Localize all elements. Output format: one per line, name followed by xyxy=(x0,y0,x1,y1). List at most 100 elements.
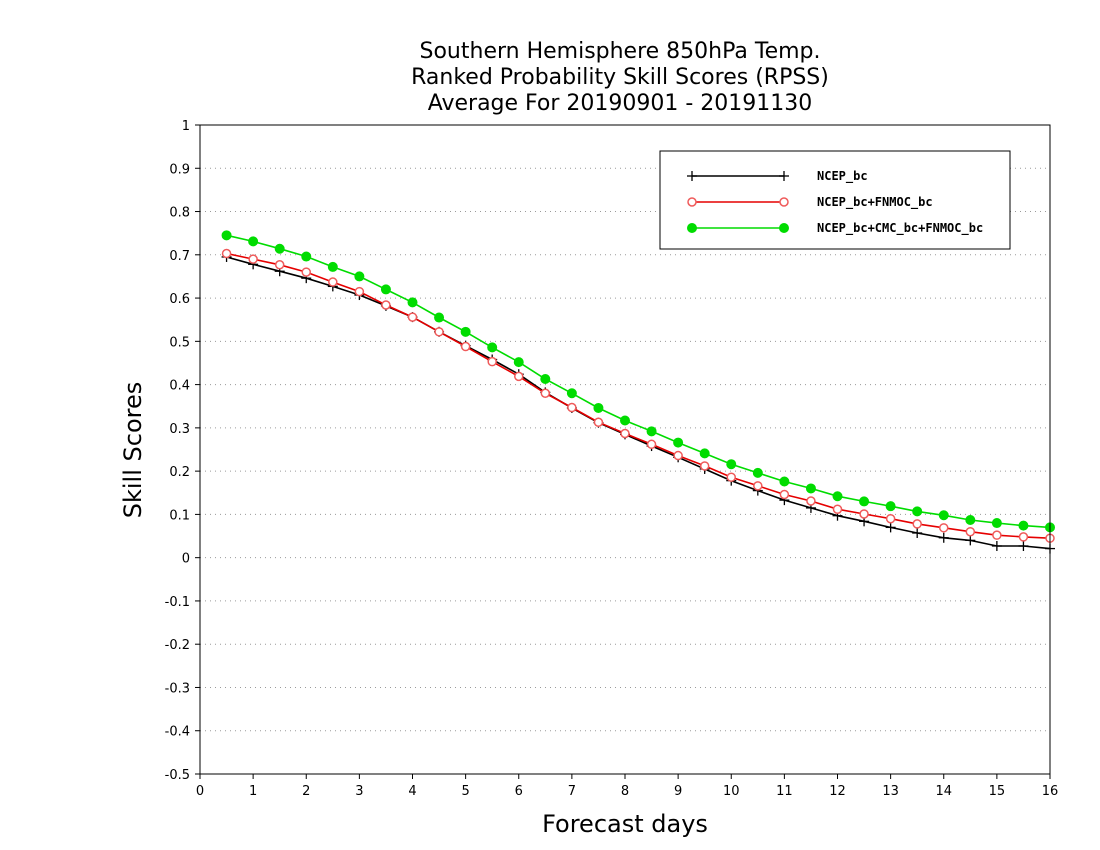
data-point xyxy=(221,230,232,241)
data-point xyxy=(620,415,630,426)
data-point xyxy=(965,535,976,546)
legend-box xyxy=(659,150,1011,250)
data-point xyxy=(513,357,524,368)
series-2 xyxy=(221,248,1055,543)
y-tick-label: 0.5 xyxy=(169,335,190,350)
x-tick-label: 8 xyxy=(621,784,629,799)
data-point xyxy=(407,297,418,308)
legend: NCEP_bc NCEP_bc+FNMOC_bc NCEP_bc+CMC_bc+FN… xyxy=(659,150,1011,250)
y-tick-label: -0.3 xyxy=(165,681,190,696)
data-point xyxy=(805,483,816,494)
x-tick-label: 15 xyxy=(989,784,1006,799)
y-tick-label: 1 xyxy=(182,119,190,134)
y-tick-label: -0.4 xyxy=(165,725,190,740)
data-point xyxy=(991,540,1002,551)
x-tick-label: 13 xyxy=(882,784,899,799)
data-point xyxy=(939,523,949,533)
data-point xyxy=(673,437,684,448)
data-point xyxy=(354,286,365,297)
data-point xyxy=(407,312,418,322)
x-tick-label: 10 xyxy=(723,784,740,799)
data-point xyxy=(859,496,870,507)
data-point xyxy=(646,439,657,450)
data-point xyxy=(699,461,710,471)
chart-title: Southern Hemisphere 850hPa Temp. Ranked … xyxy=(411,39,829,116)
data-point xyxy=(991,518,1002,529)
data-point xyxy=(487,356,497,367)
data-point xyxy=(779,223,789,233)
data-point xyxy=(726,472,736,482)
plot-series xyxy=(221,230,1055,554)
series-line xyxy=(226,256,1051,550)
data-point xyxy=(1018,532,1029,542)
y-tick-label: -0.1 xyxy=(165,595,190,610)
data-point xyxy=(938,532,949,543)
data-point xyxy=(885,501,896,512)
x-tick-label: 16 xyxy=(1042,784,1059,799)
data-point xyxy=(354,271,365,282)
data-point xyxy=(687,223,697,233)
chart-title-line-2: Ranked Probability Skill Scores (RPSS) xyxy=(411,65,829,90)
data-point xyxy=(965,526,976,537)
data-point xyxy=(1018,520,1029,531)
y-tick-label: 0.4 xyxy=(169,379,190,394)
data-point xyxy=(620,428,630,439)
data-point xyxy=(327,261,338,272)
data-point xyxy=(699,448,710,459)
y-tick-label: 0.2 xyxy=(169,465,190,480)
y-tick-label: 0.1 xyxy=(169,508,190,523)
y-tick-label: 0.6 xyxy=(169,292,190,307)
x-tick-label: 14 xyxy=(935,784,952,799)
x-tick-label: 5 xyxy=(461,784,469,799)
data-point xyxy=(514,371,524,382)
data-point xyxy=(434,327,444,337)
y-tick-label: 0.9 xyxy=(169,162,190,177)
data-point xyxy=(779,489,790,500)
data-point xyxy=(248,236,259,247)
data-point xyxy=(328,277,338,287)
data-point xyxy=(248,254,258,264)
data-point xyxy=(540,388,551,399)
series-line xyxy=(226,234,1051,529)
data-point xyxy=(752,467,763,478)
x-tick-label: 12 xyxy=(829,784,846,799)
x-tick-label: 6 xyxy=(515,784,523,799)
series-1 xyxy=(221,251,1055,554)
plot-area-frame xyxy=(199,124,1051,775)
data-point xyxy=(687,171,697,181)
data-point xyxy=(301,251,312,262)
data-point xyxy=(859,509,869,519)
legend-item: NCEP_bc+FNMOC_bc xyxy=(687,195,933,210)
y-tick-label: 0 xyxy=(182,552,190,567)
y-axis-title: Skill Scores xyxy=(119,382,147,519)
legend-label: NCEP_bc+FNMOC_bc xyxy=(817,195,933,210)
data-point xyxy=(460,326,471,337)
data-point xyxy=(753,481,763,491)
x-tick-label: 3 xyxy=(355,784,363,799)
data-point xyxy=(992,530,1002,540)
y-axis-ticks: 1 0.9 0.8 0.7 0.6 0.5 0.4 0.3 0.2 0.1 0 -0.1 -0.2 -0.… xyxy=(165,119,200,783)
y-tick-label: -0.2 xyxy=(165,638,190,653)
data-point xyxy=(687,197,697,207)
data-point xyxy=(301,267,311,277)
data-point xyxy=(380,284,391,295)
data-point xyxy=(779,476,790,487)
x-tick-label: 7 xyxy=(568,784,576,799)
data-point xyxy=(832,491,843,502)
data-point xyxy=(566,388,577,399)
data-point xyxy=(912,506,923,517)
legend-label: NCEP_bc+CMC_bc+FNMOC_bc xyxy=(817,221,983,236)
y-tick-label: 0.3 xyxy=(169,422,190,437)
x-axis-title: Forecast days xyxy=(542,810,708,838)
y-tick-label: -0.5 xyxy=(165,768,190,783)
data-point xyxy=(487,342,498,353)
data-point xyxy=(274,243,285,254)
data-point xyxy=(460,341,471,352)
x-tick-label: 4 xyxy=(408,784,416,799)
x-tick-label: 0 xyxy=(196,784,204,799)
data-point xyxy=(912,528,923,539)
y-tick-label: 0.7 xyxy=(169,249,190,264)
data-point xyxy=(965,515,976,526)
data-point xyxy=(885,522,896,533)
